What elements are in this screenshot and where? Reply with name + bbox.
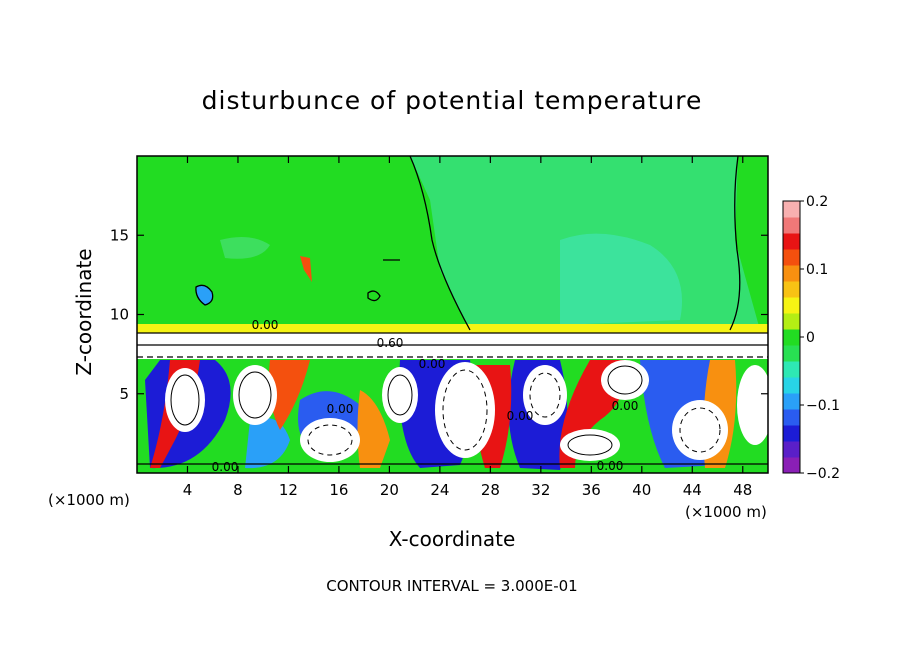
contour-interval-note: CONTOUR INTERVAL = 3.000E-01 — [326, 577, 578, 595]
colorbar-swatch — [783, 377, 800, 394]
x-unit-label-right: (×1000 m) — [685, 503, 767, 521]
colorbar: 0.2 0.1 0 −0.1 −0.2 — [782, 194, 840, 482]
y-tick-label: 15 — [110, 226, 129, 244]
x-tick-label: 48 — [733, 481, 752, 499]
colorbar-swatch — [783, 345, 800, 362]
x-tick-label: 28 — [481, 481, 500, 499]
y-tick-label: 5 — [119, 385, 129, 403]
contour-label: 0.00 — [327, 402, 354, 416]
contour-labels: 0.00 0.60 0.00 0.00 0.00 0.00 0.00 0.00 — [212, 318, 639, 474]
colorbar-swatch — [783, 297, 800, 314]
colorbar-swatch — [783, 249, 800, 266]
contour-label: 0.00 — [252, 318, 279, 332]
colorbar-swatch — [783, 393, 800, 410]
y-tick-label: 10 — [110, 306, 129, 324]
contour-label: 0.00 — [419, 357, 446, 371]
x-tick-label: 4 — [183, 481, 193, 499]
colorbar-tick-label: 0 — [806, 330, 815, 346]
x-tick-label: 36 — [582, 481, 601, 499]
colorbar-swatch — [783, 409, 800, 426]
colorbar-swatch — [783, 425, 800, 442]
y-axis: 5 10 15 — [110, 226, 768, 403]
colorbar-swatch — [783, 441, 800, 458]
colorbar-swatch — [783, 281, 800, 298]
x-tick-label: 8 — [233, 481, 243, 499]
contour-label: 0.60 — [377, 336, 404, 350]
colorbar-swatch — [783, 233, 800, 250]
x-tick-label: 24 — [430, 481, 449, 499]
colorbar-swatch — [783, 217, 800, 234]
x-tick-label: 40 — [632, 481, 651, 499]
colorbar-swatch — [783, 457, 800, 474]
colorbar-tick-label: 0.2 — [806, 194, 828, 210]
colorbar-swatch — [783, 201, 800, 218]
heatmap-field — [137, 156, 768, 473]
x-unit-label-left: (×1000 m) — [48, 491, 130, 509]
x-tick-label: 12 — [279, 481, 298, 499]
chart-title: disturbunce of potential temperature — [201, 86, 703, 115]
colorbar-swatch — [783, 361, 800, 378]
contour-label: 0.00 — [507, 409, 534, 423]
x-axis: 4 8 12 16 20 24 28 32 36 40 44 48 — [183, 156, 752, 499]
x-tick-label: 44 — [683, 481, 702, 499]
colorbar-swatch — [783, 329, 800, 346]
x-axis-label: X-coordinate — [388, 527, 516, 551]
colorbar-tick-label: −0.1 — [806, 398, 840, 414]
contour-label: 0.00 — [597, 459, 624, 473]
colorbar-tick-label: −0.2 — [806, 466, 840, 482]
y-axis-label: Z-coordinate — [72, 248, 96, 376]
x-tick-label: 20 — [380, 481, 399, 499]
x-tick-label: 32 — [531, 481, 550, 499]
colorbar-swatch — [783, 265, 800, 282]
colorbar-tick-label: 0.1 — [806, 262, 828, 278]
colorbar-swatch — [783, 313, 800, 330]
contour-label: 0.00 — [612, 399, 639, 413]
x-tick-label: 16 — [329, 481, 348, 499]
contour-label: 0.00 — [212, 460, 239, 474]
